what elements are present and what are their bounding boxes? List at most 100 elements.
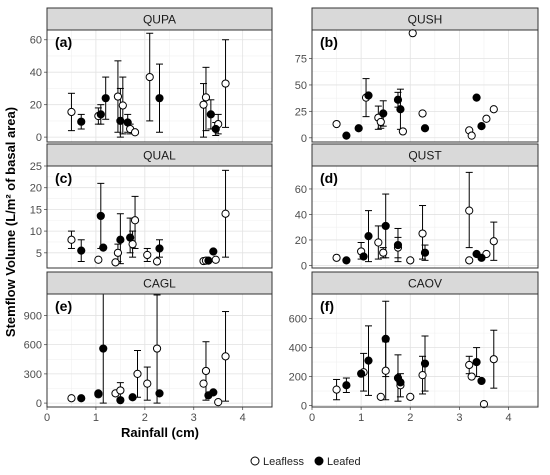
y-tick-label: 20 [30, 100, 42, 112]
leafed-point [342, 256, 351, 265]
leafed-point [396, 105, 405, 114]
panel-border [46, 29, 273, 143]
leafless-point [465, 360, 474, 370]
leafed-point [420, 124, 430, 133]
leafed-point [128, 393, 137, 402]
y-tick-label: 15 [30, 204, 42, 216]
x-tick-label: 1 [93, 412, 99, 424]
leafless-point [374, 238, 383, 247]
leafless-point [398, 127, 407, 136]
leafless-point [94, 255, 103, 264]
leafless-point [221, 79, 230, 88]
y-tick-label: 200 [289, 372, 307, 384]
leafed-point [116, 396, 125, 405]
leafless-point [221, 352, 230, 361]
leafed-point [393, 95, 403, 104]
y-tick-label: 600 [24, 340, 42, 352]
x-tick-label: 2 [407, 412, 413, 424]
leafless-point [152, 257, 162, 266]
panel-qush: QUSH 0 25 50 75 (b) [295, 7, 539, 145]
legend-leafless-marker [250, 456, 260, 466]
leafed-point [116, 116, 125, 125]
panel-border [311, 29, 539, 143]
legend-leafed-label: Leafed [327, 456, 361, 468]
leafless-point [489, 237, 498, 246]
leafed-point [77, 246, 86, 255]
legend: Leafless Leafed [250, 456, 361, 468]
leafed-point [211, 124, 220, 134]
leafed-point [77, 117, 86, 126]
leafed-point [342, 131, 351, 140]
leafless-point [67, 394, 76, 403]
leafless-point [201, 366, 211, 376]
leafless-point [376, 392, 385, 401]
y-tick-label: 60 [295, 184, 307, 196]
y-tick-label: 20 [295, 235, 307, 247]
leafed-point [477, 376, 486, 386]
leafed-point [209, 388, 218, 397]
strip-title: QUST [408, 149, 442, 163]
panel-border [46, 293, 273, 408]
strip-title: CAGL [143, 277, 176, 291]
leafed-point [357, 369, 366, 378]
y-tick-label: 25 [295, 106, 307, 118]
leafless-point [418, 229, 427, 238]
leafed-point [472, 93, 481, 102]
panel-tag: (f) [320, 298, 334, 314]
leafed-point [116, 235, 125, 244]
leafless-point [214, 398, 223, 407]
legend-leafless-label: Leafless [263, 456, 304, 468]
leafed-point [155, 94, 164, 103]
leafed-point [126, 233, 135, 242]
panel-qual: QUAL 5 10 15 20 25 (c) [30, 143, 273, 269]
panel-caov: CAOV 0 200 400 600 0 1 2 3 4 (f) [289, 271, 539, 424]
leafed-point [342, 381, 351, 390]
leafed-point [472, 357, 481, 367]
leafless-point [408, 29, 417, 38]
leafless-point [489, 355, 498, 364]
leafed-point [420, 248, 430, 257]
panel-tag: (b) [320, 34, 338, 50]
leafless-point [67, 107, 76, 117]
panel-cagl: CAGL 0 300 600 900 0 1 2 3 4 (e) [24, 271, 273, 424]
strip-title: QUSH [408, 13, 443, 27]
leafed-point [96, 211, 105, 221]
leafed-point [155, 244, 164, 253]
leafless-point [201, 93, 211, 102]
y-tick-label: 0 [301, 401, 307, 413]
leafed-point [99, 344, 108, 353]
y-tick-label: 600 [289, 314, 307, 326]
panel-qupa: QUPA 0 20 40 60 (a) [30, 7, 273, 144]
strip-title: QUPA [143, 13, 176, 27]
leafed-point [420, 359, 430, 368]
y-tick-label: 10 [30, 226, 42, 238]
panel-tag: (a) [55, 34, 72, 50]
x-axis-title: Rainfall (cm) [121, 425, 199, 440]
leafless-point [221, 209, 230, 218]
leafed-point [96, 110, 105, 119]
x-tick-label: 4 [240, 412, 246, 424]
y-tick-label: 0 [301, 133, 307, 145]
leafless-point [332, 385, 341, 394]
leafless-point [143, 250, 152, 260]
leafed-point [381, 334, 390, 344]
leafless-point [379, 248, 388, 257]
panel-border [311, 165, 539, 269]
x-tick-label: 0 [44, 412, 50, 424]
leafed-point [477, 253, 486, 262]
leafless-point [130, 216, 140, 225]
x-tick-label: 0 [309, 412, 315, 424]
panel-border [46, 165, 273, 269]
leafless-point [130, 128, 140, 137]
leafless-point [467, 372, 476, 381]
leafless-point [111, 258, 120, 267]
y-tick-label: 5 [36, 248, 42, 260]
y-tick-label: 25 [30, 161, 42, 173]
leafed-point [477, 122, 486, 131]
y-tick-label: 0 [36, 398, 42, 410]
leafed-point [101, 94, 110, 103]
y-tick-label: 75 [295, 54, 307, 66]
panel-qust: QUST 0 20 40 60 (d) [295, 143, 539, 272]
leafless-point [113, 248, 123, 257]
leafed-point [123, 118, 132, 127]
